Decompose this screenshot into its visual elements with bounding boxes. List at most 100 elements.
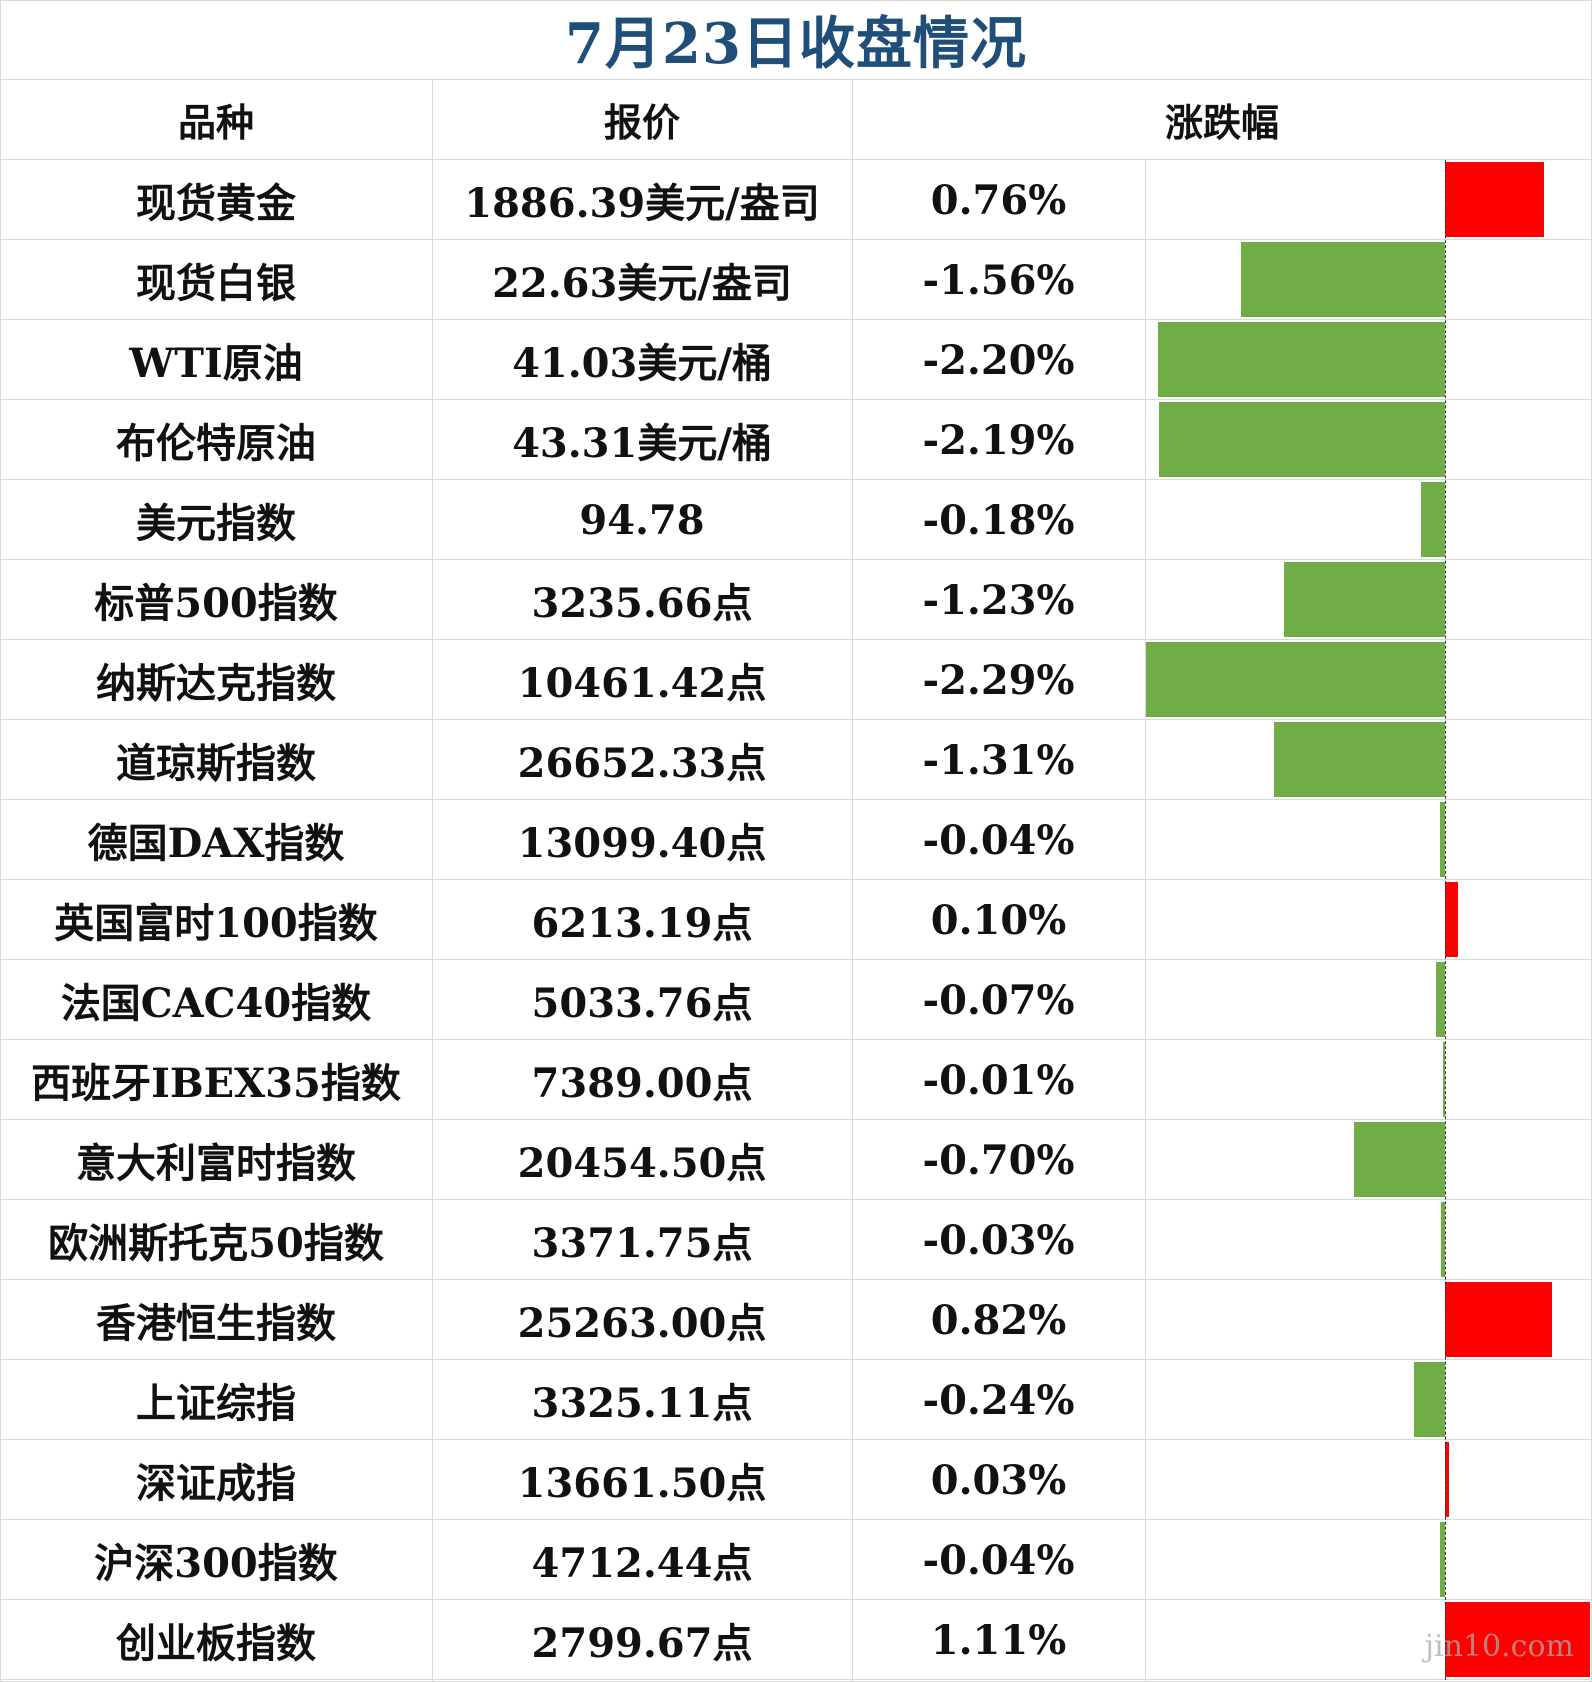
change-bar	[1421, 482, 1445, 557]
table-row: WTI原油 41.03美元/桶 -2.20%	[0, 320, 1592, 400]
column-divider-2	[852, 80, 853, 1682]
table-row: 创业板指数 2799.67点 1.11%	[0, 1600, 1592, 1680]
table-row: 现货白银 22.63美元/盎司 -1.56%	[0, 240, 1592, 320]
instrument-name: 现货白银	[136, 260, 296, 307]
change-percent: 1.11%	[930, 1616, 1067, 1664]
change-bar	[1273, 722, 1445, 797]
instrument-price: 4712.44点	[531, 1540, 753, 1587]
header-change: 涨跌幅	[852, 80, 1592, 160]
change-percent: -2.19%	[922, 416, 1075, 464]
instrument-price: 94.78	[579, 496, 705, 544]
table-row: 道琼斯指数 26652.33点 -1.31%	[0, 720, 1592, 800]
change-percent: -0.24%	[922, 1376, 1075, 1424]
table-row: 西班牙IBEX35指数 7389.00点 -0.01%	[0, 1040, 1592, 1120]
instrument-name: 意大利富时指数	[76, 1140, 356, 1187]
instrument-name: 深证成指	[136, 1460, 296, 1507]
instrument-price: 3371.75点	[531, 1220, 753, 1267]
instrument-price: 3235.66点	[531, 580, 753, 627]
change-bar	[1146, 642, 1445, 717]
instrument-price: 3325.11点	[531, 1380, 753, 1427]
table-row: 德国DAX指数 13099.40点 -0.04%	[0, 800, 1592, 880]
change-bar	[1241, 242, 1445, 317]
change-bar	[1443, 1042, 1445, 1117]
change-percent: -0.70%	[922, 1136, 1075, 1184]
table-row: 沪深300指数 4712.44点 -0.04%	[0, 1520, 1592, 1600]
zero-axis	[1445, 160, 1446, 1680]
instrument-price: 22.63美元/盎司	[492, 260, 792, 307]
instrument-name: 德国DAX指数	[87, 820, 345, 867]
change-percent: -0.04%	[922, 1536, 1075, 1584]
change-bar	[1445, 1282, 1553, 1357]
change-percent: -1.23%	[922, 576, 1075, 624]
page-title: 7月23日收盘情况	[0, 0, 1592, 80]
instrument-name: 纳斯达克指数	[96, 660, 336, 707]
instrument-price: 5033.76点	[531, 980, 753, 1027]
change-bar	[1159, 402, 1445, 477]
instrument-price: 25263.00点	[517, 1300, 767, 1347]
change-percent: -2.20%	[922, 336, 1075, 384]
instrument-price: 20454.50点	[517, 1140, 767, 1187]
table-row: 意大利富时指数 20454.50点 -0.70%	[0, 1120, 1592, 1200]
change-percent: -0.03%	[922, 1216, 1075, 1264]
change-bar	[1157, 322, 1445, 397]
instrument-price: 1886.39美元/盎司	[464, 180, 820, 227]
column-divider-1	[432, 80, 433, 1682]
instrument-price: 13099.40点	[517, 820, 767, 867]
change-percent: 0.10%	[930, 896, 1067, 944]
change-percent: -0.04%	[922, 816, 1075, 864]
instrument-price: 43.31美元/桶	[512, 420, 772, 467]
table-row: 欧洲斯托克50指数 3371.75点 -0.03%	[0, 1200, 1592, 1280]
change-percent: -1.56%	[922, 256, 1075, 304]
change-bar	[1353, 1122, 1445, 1197]
table-row: 英国富时100指数 6213.19点 0.10%	[0, 880, 1592, 960]
table-row: 布伦特原油 43.31美元/桶 -2.19%	[0, 400, 1592, 480]
instrument-name: 上证综指	[136, 1380, 296, 1427]
table-row: 法国CAC40指数 5033.76点 -0.07%	[0, 960, 1592, 1040]
table-row: 标普500指数 3235.66点 -1.23%	[0, 560, 1592, 640]
change-bar	[1441, 1202, 1445, 1277]
instrument-name: 英国富时100指数	[54, 900, 378, 947]
change-percent: -0.18%	[922, 496, 1075, 544]
header-name: 品种	[0, 80, 432, 160]
change-percent: 0.82%	[930, 1296, 1067, 1344]
change-bar	[1445, 1442, 1449, 1517]
change-bar	[1439, 1522, 1445, 1597]
instrument-name: 标普500指数	[94, 580, 338, 627]
instrument-name: 沪深300指数	[94, 1540, 338, 1587]
watermark-text: jin10.com	[1424, 1629, 1574, 1664]
change-bar	[1439, 802, 1445, 877]
instrument-price: 13661.50点	[517, 1460, 767, 1507]
change-percent: -2.29%	[922, 656, 1075, 704]
change-bar	[1413, 1362, 1445, 1437]
instrument-name: 美元指数	[136, 500, 296, 547]
instrument-name: 布伦特原油	[116, 420, 316, 467]
instrument-name: 香港恒生指数	[96, 1300, 336, 1347]
instrument-price: 10461.42点	[517, 660, 767, 707]
instrument-name: 法国CAC40指数	[60, 980, 372, 1027]
table-row: 纳斯达克指数 10461.42点 -2.29%	[0, 640, 1592, 720]
change-percent: -0.07%	[922, 976, 1075, 1024]
instrument-name: 创业板指数	[116, 1620, 316, 1667]
table-row: 现货黄金 1886.39美元/盎司 0.76%	[0, 160, 1592, 240]
table-row: 香港恒生指数 25263.00点 0.82%	[0, 1280, 1592, 1360]
change-percent: -0.01%	[922, 1056, 1075, 1104]
instrument-name: WTI原油	[129, 340, 303, 387]
column-divider-3	[1145, 160, 1146, 1682]
change-percent: 0.03%	[930, 1456, 1067, 1504]
instrument-name: 西班牙IBEX35指数	[31, 1060, 401, 1107]
table-row: 上证综指 3325.11点 -0.24%	[0, 1360, 1592, 1440]
change-percent: -1.31%	[922, 736, 1075, 784]
change-bar	[1445, 882, 1459, 957]
change-bar	[1435, 962, 1445, 1037]
instrument-price: 7389.00点	[531, 1060, 753, 1107]
table-row: 美元指数 94.78 -0.18%	[0, 480, 1592, 560]
instrument-price: 6213.19点	[531, 900, 753, 947]
table-row: 深证成指 13661.50点 0.03%	[0, 1440, 1592, 1520]
change-bar	[1445, 1602, 1590, 1677]
instrument-name: 欧洲斯托克50指数	[48, 1220, 384, 1267]
instrument-name: 现货黄金	[136, 180, 296, 227]
change-bar	[1445, 162, 1545, 237]
instrument-price: 26652.33点	[517, 740, 767, 787]
change-percent: 0.76%	[930, 176, 1067, 224]
instrument-name: 道琼斯指数	[116, 740, 316, 787]
